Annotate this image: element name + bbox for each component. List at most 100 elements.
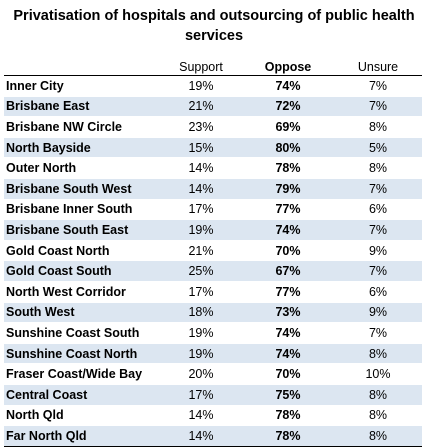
cell-oppose: 78% xyxy=(242,405,334,427)
cell-support: 14% xyxy=(160,405,242,427)
cell-support: 17% xyxy=(160,281,242,303)
cell-unsure: 8% xyxy=(334,425,422,447)
cell-unsure: 10% xyxy=(334,363,422,385)
cell-region: Brisbane NW Circle xyxy=(4,116,160,138)
table-row: South West 18% 73% 9% xyxy=(4,302,422,324)
cell-region: Brisbane South West xyxy=(4,178,160,200)
cell-oppose: 73% xyxy=(242,302,334,324)
cell-region: Inner City xyxy=(4,75,160,97)
cell-region: Central Coast xyxy=(4,384,160,406)
table-row: Fraser Coast/Wide Bay 20% 70% 10% xyxy=(4,363,422,385)
cell-region: Outer North xyxy=(4,157,160,179)
cell-oppose: 80% xyxy=(242,137,334,159)
cell-support: 17% xyxy=(160,199,242,221)
table-row: Sunshine Coast North 19% 74% 8% xyxy=(4,343,422,365)
cell-unsure: 7% xyxy=(334,260,422,282)
cell-unsure: 9% xyxy=(334,302,422,324)
table-row: North Bayside 15% 80% 5% xyxy=(4,137,422,159)
header-region xyxy=(4,58,160,76)
table-row: Gold Coast South 25% 67% 7% xyxy=(4,260,422,282)
table-title-line-2: services xyxy=(184,28,244,44)
cell-region: Sunshine Coast North xyxy=(4,343,160,365)
cell-region: Brisbane South East xyxy=(4,219,160,241)
cell-oppose: 70% xyxy=(242,363,334,385)
cell-unsure: 7% xyxy=(334,322,422,344)
cell-unsure: 8% xyxy=(334,157,422,179)
cell-unsure: 7% xyxy=(334,219,422,241)
cell-oppose: 69% xyxy=(242,116,334,138)
cell-support: 19% xyxy=(160,322,242,344)
cell-support: 19% xyxy=(160,219,242,241)
table-title: Privatisation of hospitals and outsourci… xyxy=(0,6,428,46)
cell-region: North Bayside xyxy=(4,137,160,159)
table-row: North Qld 14% 78% 8% xyxy=(4,405,422,427)
cell-oppose: 78% xyxy=(242,425,334,447)
cell-region: Fraser Coast/Wide Bay xyxy=(4,363,160,385)
cell-unsure: 7% xyxy=(334,96,422,118)
cell-oppose: 74% xyxy=(242,322,334,344)
cell-oppose: 78% xyxy=(242,157,334,179)
cell-support: 25% xyxy=(160,260,242,282)
cell-oppose: 75% xyxy=(242,384,334,406)
cell-oppose: 79% xyxy=(242,178,334,200)
cell-region: North West Corridor xyxy=(4,281,160,303)
cell-oppose: 74% xyxy=(242,219,334,241)
table-row: Inner City 19% 74% 7% xyxy=(4,75,422,97)
results-table: Support Oppose Unsure Inner City 19% 74% 7%… xyxy=(4,58,422,447)
cell-unsure: 8% xyxy=(334,405,422,427)
cell-support: 17% xyxy=(160,384,242,406)
table-row: North West Corridor 17% 77% 6% xyxy=(4,281,422,303)
cell-support: 21% xyxy=(160,96,242,118)
cell-unsure: 8% xyxy=(334,384,422,406)
cell-oppose: 67% xyxy=(242,260,334,282)
cell-support: 19% xyxy=(160,75,242,97)
cell-support: 14% xyxy=(160,425,242,447)
cell-support: 20% xyxy=(160,363,242,385)
cell-oppose: 72% xyxy=(242,96,334,118)
cell-support: 14% xyxy=(160,157,242,179)
cell-unsure: 7% xyxy=(334,75,422,97)
table-row: Brisbane South East 19% 74% 7% xyxy=(4,219,422,241)
table-title-line-1: Privatisation of hospitals and outsourci… xyxy=(13,8,415,24)
table-row: Outer North 14% 78% 8% xyxy=(4,157,422,179)
table-row: Brisbane Inner South 17% 77% 6% xyxy=(4,199,422,221)
table-header: Support Oppose Unsure xyxy=(4,58,422,76)
table-row: Sunshine Coast South 19% 74% 7% xyxy=(4,322,422,344)
table-row: Brisbane NW Circle 23% 69% 8% xyxy=(4,116,422,138)
cell-unsure: 9% xyxy=(334,240,422,262)
table-row: Brisbane East 21% 72% 7% xyxy=(4,96,422,118)
cell-support: 23% xyxy=(160,116,242,138)
cell-support: 18% xyxy=(160,302,242,324)
cell-support: 14% xyxy=(160,178,242,200)
cell-oppose: 70% xyxy=(242,240,334,262)
header-support: Support xyxy=(160,58,242,76)
cell-region: Sunshine Coast South xyxy=(4,322,160,344)
table-row: Far North Qld 14% 78% 8% xyxy=(4,425,422,447)
cell-unsure: 6% xyxy=(334,199,422,221)
cell-region: Gold Coast South xyxy=(4,260,160,282)
cell-region: Brisbane Inner South xyxy=(4,199,160,221)
header-unsure: Unsure xyxy=(334,58,422,76)
cell-unsure: 8% xyxy=(334,116,422,138)
cell-support: 15% xyxy=(160,137,242,159)
cell-region: South West xyxy=(4,302,160,324)
cell-support: 19% xyxy=(160,343,242,365)
cell-unsure: 5% xyxy=(334,137,422,159)
cell-region: Gold Coast North xyxy=(4,240,160,262)
cell-support: 21% xyxy=(160,240,242,262)
cell-oppose: 77% xyxy=(242,199,334,221)
cell-oppose: 77% xyxy=(242,281,334,303)
cell-region: North Qld xyxy=(4,405,160,427)
cell-region: Far North Qld xyxy=(4,425,160,447)
table-row: Brisbane South West 14% 79% 7% xyxy=(4,178,422,200)
cell-region: Brisbane East xyxy=(4,96,160,118)
table-row: Gold Coast North 21% 70% 9% xyxy=(4,240,422,262)
cell-oppose: 74% xyxy=(242,75,334,97)
cell-unsure: 8% xyxy=(334,343,422,365)
header-oppose: Oppose xyxy=(242,58,334,76)
table-body: Inner City 19% 74% 7% Brisbane East 21% 72% 7% B… xyxy=(4,75,422,447)
cell-oppose: 74% xyxy=(242,343,334,365)
header-row: Support Oppose Unsure xyxy=(4,58,422,76)
cell-unsure: 7% xyxy=(334,178,422,200)
